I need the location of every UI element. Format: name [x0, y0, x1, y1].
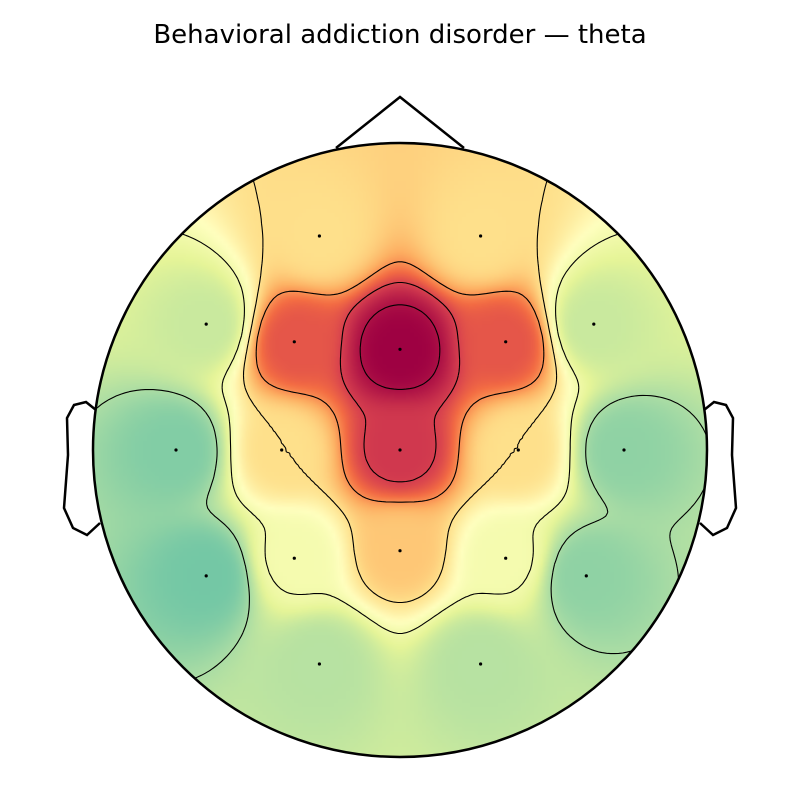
sensor-marker — [174, 448, 178, 452]
sensor-marker — [479, 662, 483, 666]
sensor-marker — [204, 574, 208, 578]
contour-line — [339, 281, 461, 483]
left-ear-outline — [62, 400, 101, 537]
sensor-marker — [584, 574, 588, 578]
sensor-marker — [280, 448, 284, 452]
sensor-marker — [204, 322, 208, 326]
contour-line — [359, 304, 441, 390]
sensor-marker — [398, 347, 402, 351]
head-circle — [91, 141, 709, 759]
sensor-marker — [317, 662, 321, 666]
sensor-marker — [504, 556, 508, 560]
sensor-marker — [292, 340, 296, 344]
sensor-marker — [479, 234, 483, 238]
chart-title: Behavioral addiction disorder — theta — [153, 20, 647, 50]
sensor-marker — [592, 322, 596, 326]
right-ear-outline — [699, 400, 738, 537]
sensor-marker — [317, 234, 321, 238]
contour-line — [255, 261, 545, 503]
sensor-marker — [398, 549, 402, 553]
sensor-layer — [174, 234, 626, 666]
nose-outline — [335, 95, 465, 149]
sensor-marker — [622, 448, 626, 452]
sensor-marker — [516, 448, 520, 452]
sensor-marker — [292, 556, 296, 560]
sensor-marker — [504, 340, 508, 344]
head-outline — [62, 95, 738, 537]
sensor-marker — [398, 448, 402, 452]
